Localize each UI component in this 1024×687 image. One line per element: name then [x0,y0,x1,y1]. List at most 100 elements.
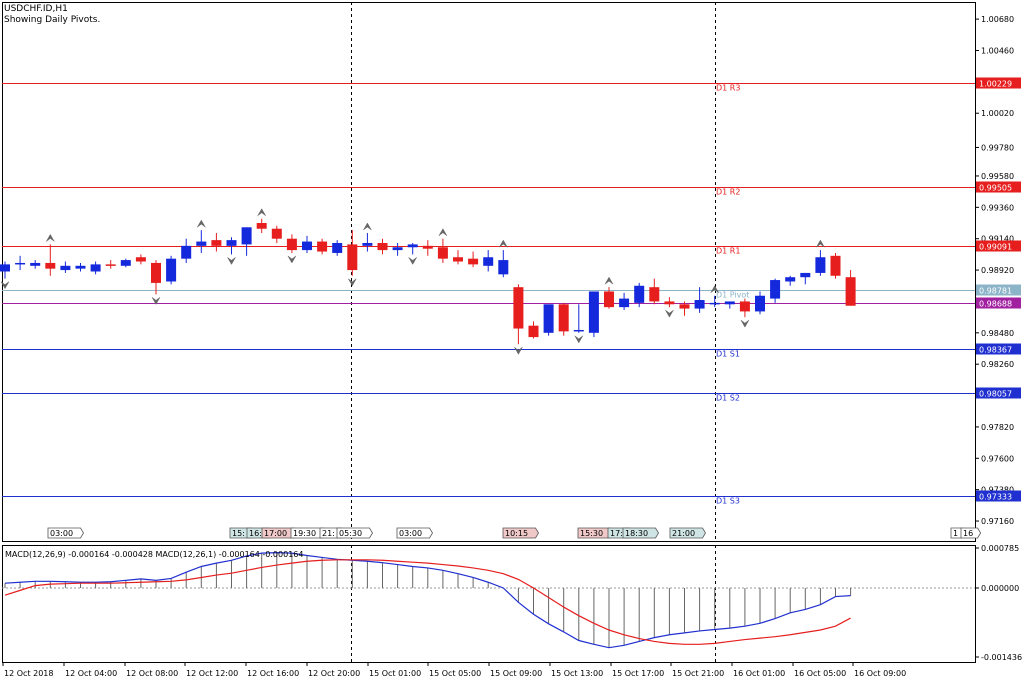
candle-body [166,258,177,282]
candle-body [649,287,660,302]
candle-body [468,258,479,265]
candle-body [105,264,116,266]
fractal-down-icon [348,278,357,287]
candle-body [679,304,690,309]
fractal-down-icon [740,319,750,328]
fractal-up-icon [438,228,448,236]
candle-body [226,240,237,246]
macd-line [4,552,851,649]
price-level-badge-text: 0.98688 [979,300,1012,309]
candle-body [377,242,388,251]
candle-body [392,247,403,251]
candle-body [120,260,131,266]
price-level-badge [976,77,1021,89]
macd-tick-label: 0.000785 [981,544,1019,553]
session-tag [336,527,373,539]
candle-body [332,242,343,253]
price-level-badge [976,240,1021,252]
session-tag-label: 1 [953,529,958,538]
candle-body [347,244,358,271]
candle-body [815,257,826,273]
candle-body [30,262,41,266]
session-tag-label: 03:00 [50,529,73,538]
candle-body [60,265,71,271]
price-level-badge [976,284,1021,296]
main-chart-frame [2,2,976,542]
candle-body [211,240,222,246]
price-tick-label: 0.98260 [981,360,1014,369]
time-axis-label: 15 Oct 21:00 [672,669,724,678]
candle-body [317,241,328,252]
time-axis-label: 15 Oct 13:00 [551,669,603,678]
candle-body [800,272,811,278]
time-axis-label: 15 Oct 01:00 [369,669,421,678]
candle-body [498,260,509,275]
session-tag-label: 03:00 [399,529,422,538]
fractal-up-icon [257,208,266,216]
candle-body [151,262,161,283]
price-level-badge-text: 0.98781 [979,287,1012,296]
pivot-level-label: D1 Pivot [716,291,749,300]
candle-body [196,241,207,246]
price-level-badge [976,387,1021,399]
candle-body [558,304,569,332]
candle-body [15,262,26,265]
session-tag [622,527,659,539]
pivot-level-label: D1 S2 [716,394,740,403]
session-tag [960,527,982,539]
pivot-subtitle: Showing Daily Pivots. [4,15,101,25]
pivot-level-label: D1 R2 [716,188,740,197]
session-tag-label: 15: [232,529,245,538]
candle-body [302,241,312,251]
macd-legend: MACD(12,26,9) -0.000164 -0.000428 MACD(1… [5,550,303,559]
price-tick-label: 0.98480 [981,329,1014,338]
candle-body [75,265,86,269]
price-level-badge [976,181,1021,193]
candle-body [619,298,630,308]
fractal-down-icon [665,309,674,318]
candle-body [453,257,463,262]
candle-body [785,277,796,282]
candle-body [135,257,146,262]
fractal-up-icon [197,219,206,228]
price-level-badge-text: 0.99091 [979,243,1012,252]
candle-body [45,262,56,269]
candle-body [407,244,418,248]
fractal-up-icon [816,239,825,248]
candle-body [573,329,584,332]
session-tag-label: 05:30 [339,529,362,538]
time-axis-label: 16 Oct 09:00 [854,669,906,678]
candle-body [0,264,10,272]
fractal-down-icon [0,281,10,290]
price-tick-label: 0.97820 [981,423,1014,432]
price-level-badge-text: 0.97333 [979,493,1012,502]
candle-body [755,295,765,312]
price-level-badge [976,343,1021,355]
session-tag-label: 21:00 [672,529,695,538]
candle-body [634,285,645,303]
session-tag-label: 17:00 [264,529,287,538]
time-axis-label: 12 Oct 2018 [4,669,53,678]
candle-body [845,277,856,306]
price-level-badge [976,297,1021,309]
pivot-level-label: D1 S3 [716,497,740,506]
candle-body [664,301,675,305]
price-tick-label: 1.00020 [981,109,1014,118]
price-level-badge-text: 0.98367 [979,346,1012,355]
candle-body [90,264,101,272]
candle-body [422,245,433,249]
price-tick-label: 1.00680 [981,15,1014,24]
macd-panel-frame [2,545,976,663]
time-axis-label: 15 Oct 09:00 [490,669,542,678]
fractal-up-icon [604,276,614,285]
price-tick-label: 0.97380 [981,486,1014,495]
candle-body [543,304,554,333]
fractal-down-icon [287,255,297,264]
time-axis-label: 12 Oct 08:00 [126,669,178,678]
candle-body [513,287,524,329]
time-axis-label: 12 Oct 20:00 [308,669,360,678]
fractal-up-icon [710,285,719,293]
candle-body [739,301,750,312]
